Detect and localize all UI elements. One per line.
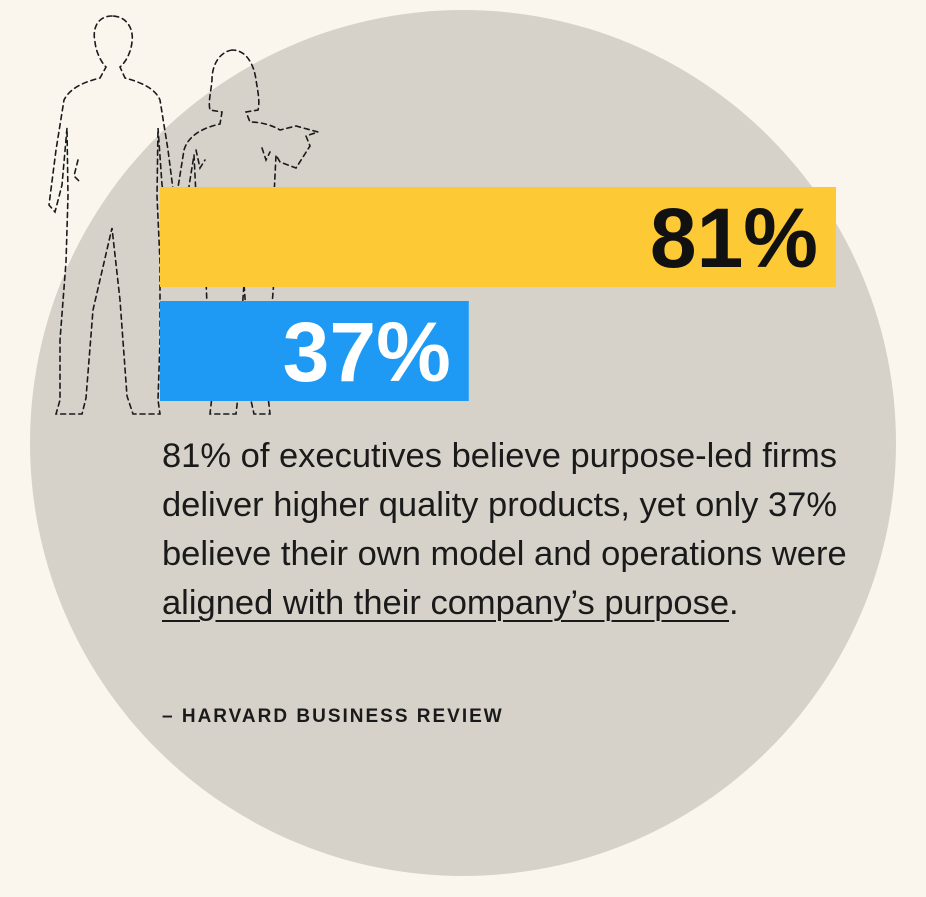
- description-text: 81% of executives believe purpose-led fi…: [162, 432, 862, 628]
- bar-2: [160, 301, 469, 401]
- description-text-main: 81% of executives believe purpose-led fi…: [162, 437, 847, 573]
- aligned-purpose-link[interactable]: aligned with their company’s purpose: [162, 584, 730, 622]
- bar-1: [160, 187, 836, 287]
- bar-2-value-label: 37%: [283, 305, 451, 399]
- bar-1-value-label: 81%: [650, 191, 818, 285]
- source-attribution: – HARVARD BUSINESS REVIEW: [162, 706, 504, 727]
- description-text-end: .: [729, 584, 739, 622]
